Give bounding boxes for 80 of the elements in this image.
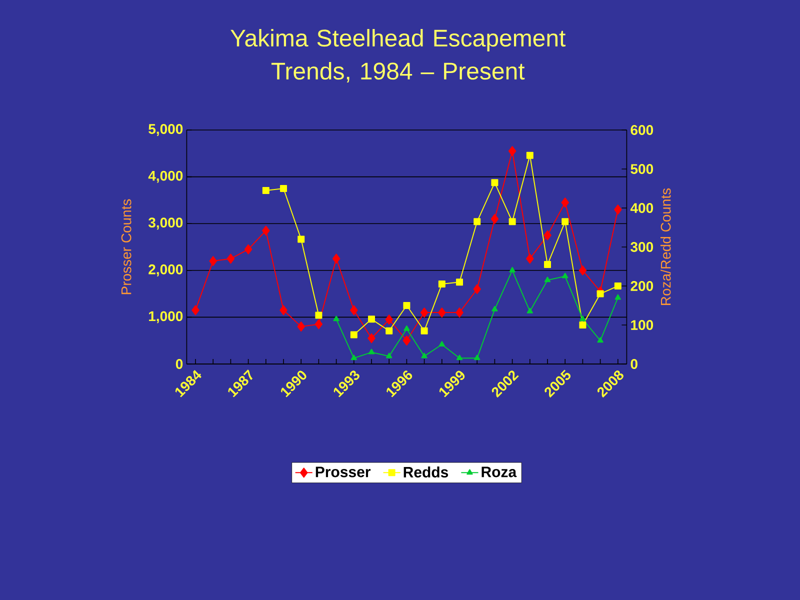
point	[368, 333, 376, 344]
point	[350, 331, 358, 338]
legend-label: Prosser	[316, 466, 371, 478]
y-tick-label: 5,000	[148, 124, 183, 136]
point	[315, 312, 322, 319]
point	[420, 308, 428, 318]
point	[490, 214, 499, 224]
point	[456, 308, 464, 318]
point	[385, 314, 393, 325]
point	[368, 316, 376, 323]
point	[508, 146, 516, 156]
point	[578, 265, 587, 276]
legend-label: Roza	[482, 466, 517, 478]
point	[614, 282, 622, 290]
point	[420, 327, 428, 334]
point	[491, 179, 498, 186]
point	[544, 230, 552, 240]
point	[456, 354, 463, 360]
y-tick-label: 1,000	[149, 311, 183, 324]
point	[280, 305, 288, 316]
point	[614, 204, 622, 215]
chart-title: Yakima Steelhead Escapement Trends, 1984 – Present	[230, 29, 566, 82]
point	[474, 218, 481, 226]
point	[562, 272, 568, 278]
point	[192, 305, 200, 316]
y2-axis-title: Roza/Redd Counts	[660, 188, 671, 305]
y-tick-label: 0	[176, 359, 183, 369]
point	[350, 305, 358, 316]
point	[544, 261, 552, 268]
point	[226, 254, 235, 264]
y2-tick-label: 500	[630, 164, 654, 174]
point	[244, 244, 252, 254]
point	[438, 280, 446, 288]
point	[474, 354, 480, 360]
point	[562, 218, 569, 226]
point	[438, 308, 446, 318]
point	[314, 319, 323, 330]
y2-tick-label: 100	[631, 320, 654, 330]
point	[332, 254, 340, 264]
point	[508, 218, 516, 226]
point	[262, 226, 270, 236]
y2-tick-label: 600	[630, 125, 654, 135]
y2-tick-label: 0	[630, 359, 638, 369]
point	[526, 308, 534, 314]
point	[297, 322, 305, 332]
point	[580, 316, 586, 322]
y-tick-label: 3,000	[148, 218, 183, 230]
y-tick-label: 2,000	[148, 264, 183, 276]
point	[402, 336, 411, 346]
point	[209, 256, 217, 266]
point	[561, 198, 569, 208]
legend-label: Redds	[404, 466, 448, 478]
point	[492, 306, 498, 312]
point	[438, 341, 446, 346]
point	[403, 302, 410, 309]
y2-tick-label: 300	[630, 242, 654, 252]
y2-tick-label: 400	[630, 203, 654, 213]
point	[596, 290, 604, 298]
point	[614, 294, 622, 300]
y-tick-label: 4,000	[148, 170, 183, 183]
point	[421, 352, 428, 358]
point	[368, 348, 375, 354]
point	[262, 186, 270, 194]
point	[298, 236, 305, 243]
point	[386, 352, 392, 358]
y-axis-title: Prosser Counts	[121, 199, 132, 294]
point	[333, 316, 340, 322]
point	[404, 325, 410, 331]
point	[456, 278, 464, 286]
point	[473, 284, 481, 294]
point	[526, 152, 534, 159]
point	[386, 327, 393, 334]
y2-tick-label: 200	[630, 281, 654, 291]
point	[579, 322, 586, 328]
point	[350, 354, 358, 360]
point	[280, 184, 288, 192]
point	[597, 337, 604, 343]
point	[509, 266, 516, 272]
point	[526, 254, 534, 264]
point	[544, 276, 551, 282]
